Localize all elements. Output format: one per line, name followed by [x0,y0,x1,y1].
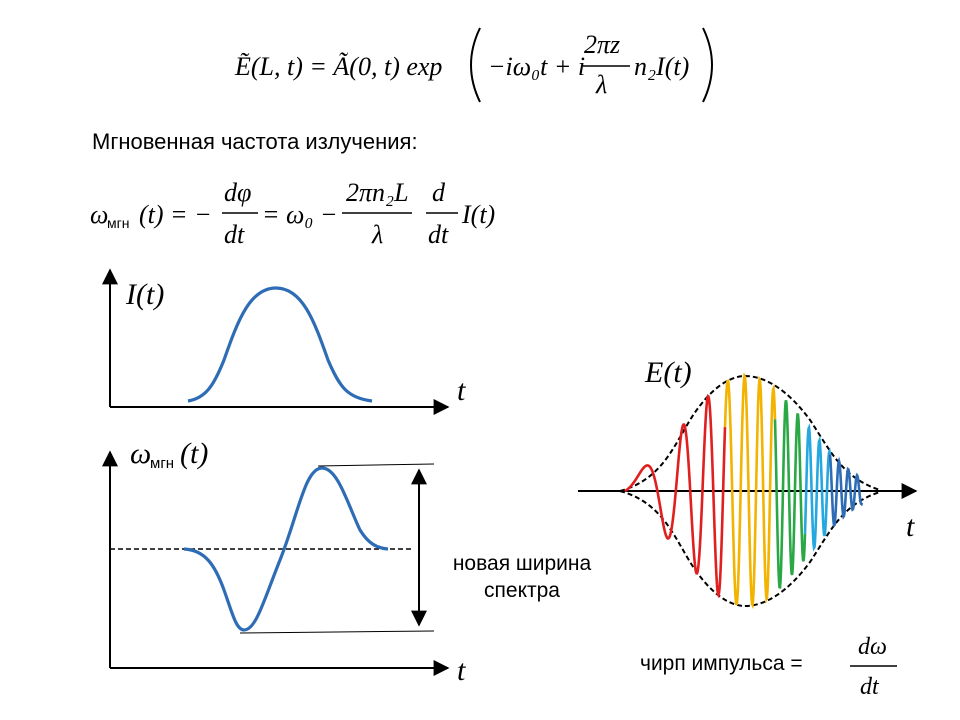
wave-segment-5 [828,454,864,527]
field-formula-exponent-suffix: n₂I(t) [634,52,690,81]
freq-formula-frac2-num: 2πn₂L [346,178,409,207]
spectrum-width-annotation: новая ширина спектра [432,550,612,604]
freq-formula-frac2-den: λ [372,220,384,249]
field-formula-lhs: Ẽ(L, t) = Ã(0, t) exp [235,52,443,81]
field-formula-fraction-num: 2πz [584,30,621,59]
freq-curve [183,466,389,632]
spectrum-width-line1: новая ширина [452,552,592,575]
freq-formula-lhs-sub: мгн [107,215,130,231]
wave-segment-3 [773,400,807,589]
freq-formula-frac3-num: d [432,178,445,207]
freq-formula-frac3-den: dt [428,220,449,249]
freq-formula-mid: = ω₀ − [262,200,338,229]
freq-y-label: ω [130,437,152,470]
freq-x-label: t [457,654,466,687]
freq-y-label-sub: мгн [150,455,175,472]
chirp-den: dt [860,674,879,700]
field-formula-fraction-den: λ [596,70,608,99]
heading-instant-frequency: Мгновенная частота излучения: [92,129,418,154]
freq-formula-lhs: ω [90,200,109,229]
freq-y-label-arg: (t) [180,437,209,470]
field-y-label: E(t) [645,356,692,389]
spectrum-width-line2: спектра [484,579,560,602]
intensity-y-label: I(t) [126,278,165,311]
field-formula-exponent-prefix: −iω₀t + i [488,52,586,81]
freq-max-line [317,463,435,467]
wave-segment-4 [803,423,832,552]
field-x-label: t [906,510,915,543]
freq-min-line [239,630,435,634]
freq-formula-tail: I(t) [462,200,496,229]
intensity-curve [187,286,373,403]
wave-segment-2 [723,372,777,610]
chirp-label: чирп импульса = [640,652,803,675]
freq-formula-frac1-num: dφ [224,178,252,207]
freq-formula-frac1-den: dt [224,220,245,249]
freq-formula-lhs-arg: (t) = − [139,200,212,229]
chirped-wave [624,372,864,610]
chirp-num: dω [858,634,887,660]
wave-segment-1 [624,393,727,599]
intensity-x-label: t [457,374,466,407]
